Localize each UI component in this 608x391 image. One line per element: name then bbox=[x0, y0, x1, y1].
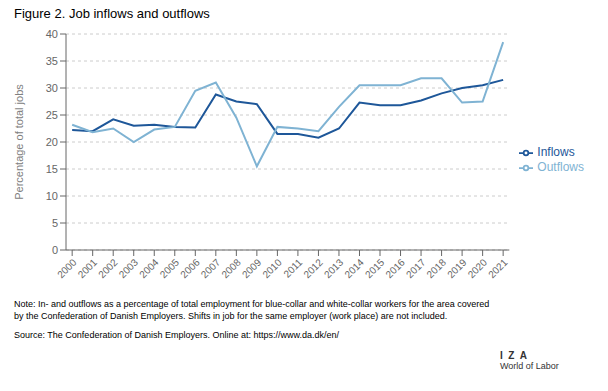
svg-text:2013: 2013 bbox=[322, 256, 346, 280]
svg-text:30: 30 bbox=[46, 82, 58, 94]
svg-text:2011: 2011 bbox=[281, 256, 304, 279]
svg-text:0: 0 bbox=[52, 244, 58, 256]
html-text:I Z A: I Z A bbox=[500, 350, 527, 361]
svg-text:2009: 2009 bbox=[240, 256, 264, 280]
svg-text:2018: 2018 bbox=[425, 256, 449, 280]
html-text:Inflows: Inflows bbox=[537, 145, 575, 160]
svg-text:Percentage of total jobs: Percentage of total jobs bbox=[13, 84, 25, 200]
svg-text:2016: 2016 bbox=[383, 256, 407, 280]
svg-text:35: 35 bbox=[46, 55, 58, 67]
svg-text:2003: 2003 bbox=[117, 256, 141, 280]
html-text:by the Confederation of Danish: by the Confederation of Danish Employers… bbox=[14, 311, 448, 321]
svg-text:2006: 2006 bbox=[178, 256, 202, 280]
svg-text:2020: 2020 bbox=[466, 256, 490, 280]
html-text:Outflows: Outflows bbox=[537, 160, 584, 174]
svg-text:2010: 2010 bbox=[260, 256, 284, 280]
svg-text:2005: 2005 bbox=[158, 256, 182, 280]
svg-text:2015: 2015 bbox=[363, 256, 387, 280]
svg-text:2021: 2021 bbox=[486, 256, 510, 280]
svg-text:2012: 2012 bbox=[301, 256, 325, 280]
svg-text:5: 5 bbox=[52, 217, 58, 229]
svg-text:2008: 2008 bbox=[219, 256, 243, 280]
svg-text:2001: 2001 bbox=[76, 256, 100, 280]
svg-text:2002: 2002 bbox=[96, 256, 120, 280]
svg-text:2017: 2017 bbox=[404, 256, 428, 280]
html-text:Figure 2. Job inflows and outf: Figure 2. Job inflows and outflows bbox=[14, 6, 210, 21]
svg-text:2000: 2000 bbox=[55, 256, 79, 280]
svg-text:2019: 2019 bbox=[445, 256, 469, 280]
svg-text:20: 20 bbox=[46, 136, 58, 148]
svg-text:2004: 2004 bbox=[137, 256, 161, 280]
html-text:Note: In- and outflows as a pe: Note: In- and outflows as a percentage o… bbox=[14, 299, 490, 309]
svg-text:2007: 2007 bbox=[199, 256, 223, 280]
html-text:Source: The Confederation of D: Source: The Confederation of Danish Empl… bbox=[14, 330, 339, 340]
html-text:World of Labor: World of Labor bbox=[500, 361, 559, 371]
svg-text:25: 25 bbox=[46, 109, 58, 121]
svg-text:2014: 2014 bbox=[342, 256, 366, 280]
svg-text:10: 10 bbox=[46, 190, 58, 202]
svg-text:40: 40 bbox=[46, 28, 58, 40]
svg-text:15: 15 bbox=[46, 163, 58, 175]
